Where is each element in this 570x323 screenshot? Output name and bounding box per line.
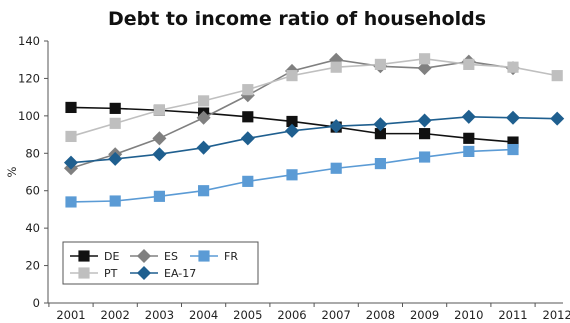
y-tick-label: 80 xyxy=(25,146,40,160)
data-point-ea-17 xyxy=(240,131,255,146)
data-point-de xyxy=(463,132,475,144)
data-point-es xyxy=(196,110,211,125)
legend-item-de: DE xyxy=(70,250,119,263)
data-point-pt xyxy=(153,104,165,116)
x-tick-label: 2005 xyxy=(233,308,262,322)
series-pt xyxy=(65,53,563,143)
data-point-pt xyxy=(198,95,210,107)
legend-label-pt: PT xyxy=(104,267,118,280)
data-point-fr xyxy=(330,162,342,174)
data-point-fr xyxy=(109,195,121,207)
legend-marker-de xyxy=(78,250,90,262)
data-point-de xyxy=(109,102,121,114)
data-point-pt xyxy=(551,70,563,82)
legend-label-es: ES xyxy=(164,250,178,263)
series-fr xyxy=(65,143,519,208)
y-tick-label: 140 xyxy=(18,34,40,48)
x-tick-label: 2002 xyxy=(101,308,130,322)
data-point-fr xyxy=(419,151,431,163)
data-point-de xyxy=(419,128,431,140)
y-axis-title: % xyxy=(5,166,19,177)
data-point-de xyxy=(65,101,77,114)
data-point-de xyxy=(242,111,254,123)
legend-marker-ea-17 xyxy=(136,265,152,281)
legend-item-es: ES xyxy=(130,248,178,264)
series-layer xyxy=(63,52,565,208)
data-point-ea-17 xyxy=(108,151,123,166)
data-point-pt xyxy=(330,61,342,73)
y-tick-label: 120 xyxy=(18,71,40,85)
legend-marker-pt xyxy=(78,267,90,279)
x-tick-label: 2007 xyxy=(322,308,351,322)
data-point-ea-17 xyxy=(505,110,521,125)
data-point-ea-17 xyxy=(152,147,167,162)
x-tick-label: 2009 xyxy=(410,308,439,322)
data-point-ea-17 xyxy=(461,109,476,124)
y-tick-label: 60 xyxy=(25,184,40,198)
x-tick-label: 2004 xyxy=(189,308,218,322)
legend: DE ES FR PT EA-17 xyxy=(62,241,259,285)
data-point-pt xyxy=(242,84,254,96)
data-point-es xyxy=(152,131,167,146)
data-point-es xyxy=(417,61,432,76)
legend-marker-fr xyxy=(198,250,210,262)
data-point-de xyxy=(374,128,386,140)
data-point-pt xyxy=(507,61,519,73)
legend-label-de: DE xyxy=(104,250,119,263)
data-point-pt xyxy=(286,70,298,82)
data-point-de xyxy=(507,136,519,148)
legend-box xyxy=(62,241,259,285)
x-tick-label: 2001 xyxy=(56,308,85,322)
data-point-fr xyxy=(198,185,210,197)
data-point-fr xyxy=(463,145,475,157)
y-tick-label: 20 xyxy=(25,259,40,273)
axes-layer: 0 20 40 60 80 100 120 140 2001 2002 2003 2004 2005 20… xyxy=(18,34,570,322)
data-point-fr xyxy=(507,143,519,156)
series-line-ea-17 xyxy=(70,115,558,164)
legend-item-fr: FR xyxy=(190,250,238,263)
data-point-ea-17 xyxy=(373,117,388,132)
legend-item-pt: PT xyxy=(70,267,118,280)
data-point-ea-17 xyxy=(63,155,79,170)
data-point-pt xyxy=(374,58,386,70)
legend-label-ea-17: EA-17 xyxy=(164,267,196,280)
x-tick-label: 2006 xyxy=(277,308,306,322)
data-point-pt xyxy=(419,53,431,65)
x-tick-label: 2012 xyxy=(543,308,570,322)
data-point-pt xyxy=(65,130,77,143)
data-point-fr xyxy=(286,169,298,181)
data-point-fr xyxy=(153,190,165,202)
legend-item-ea-17: EA-17 xyxy=(130,265,196,281)
data-point-pt xyxy=(109,117,121,129)
data-point-ea-17 xyxy=(417,113,432,128)
data-point-de xyxy=(286,115,298,128)
x-tick-label: 2010 xyxy=(454,308,483,322)
x-tick-label: 2003 xyxy=(145,308,174,322)
legend-label-fr: FR xyxy=(224,250,238,263)
legend-marker-es xyxy=(136,248,152,264)
x-tick-label: 2008 xyxy=(366,308,395,322)
x-tick-label: 2011 xyxy=(498,308,527,322)
data-point-ea-17 xyxy=(329,119,344,134)
data-point-fr xyxy=(65,196,77,208)
data-point-pt xyxy=(463,58,475,70)
chart-title: Debt to income ratio of households xyxy=(108,8,486,30)
y-tick-label: 100 xyxy=(18,109,40,123)
data-point-ea-17 xyxy=(196,140,211,155)
y-tick-label: 0 xyxy=(33,296,40,310)
data-point-ea-17 xyxy=(550,111,565,126)
series-line-pt xyxy=(70,57,558,138)
series-ea-17 xyxy=(63,109,565,170)
data-point-fr xyxy=(242,175,254,187)
y-tick-label: 40 xyxy=(25,221,40,235)
data-point-fr xyxy=(374,157,386,170)
data-point-ea-17 xyxy=(284,123,300,138)
